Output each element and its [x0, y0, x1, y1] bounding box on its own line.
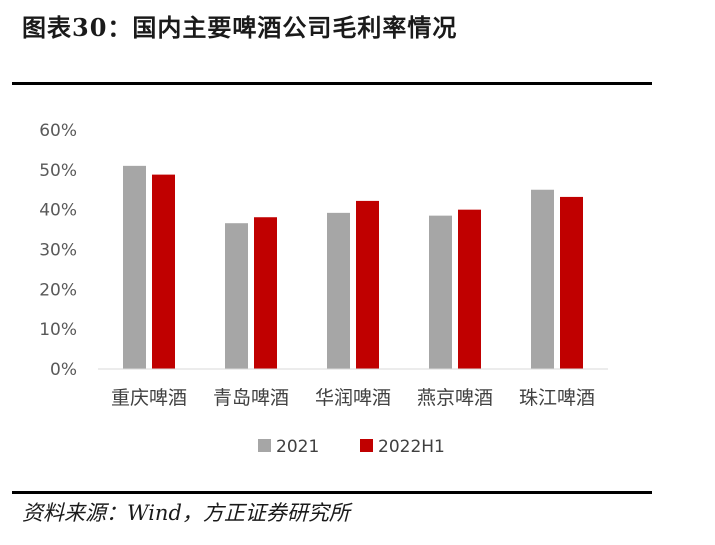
source-note: 资料来源：Wind，方正证券研究所	[22, 501, 350, 525]
y-tick-label: 20%	[39, 280, 77, 300]
x-tick-label: 华润啤酒	[315, 387, 391, 409]
bar-2022h1-5	[560, 196, 583, 369]
y-tick-label: 40%	[39, 201, 77, 221]
y-tick-label: 60%	[39, 121, 77, 141]
legend-swatch-2021	[258, 439, 271, 452]
x-tick-label: 珠江啤酒	[519, 387, 595, 409]
x-axis: 重庆啤酒 青岛啤酒 华润啤酒 燕京啤酒 珠江啤酒	[111, 387, 595, 409]
bar-chart: 0% 10% 20% 30% 40% 50% 60% 重庆啤酒 青岛啤酒 华润啤酒 燕京啤酒 珠江啤…	[39, 121, 608, 457]
bar-2021-1	[123, 165, 146, 369]
bars	[123, 165, 583, 369]
legend: 2021 2022H1	[258, 437, 445, 457]
x-tick-label: 重庆啤酒	[111, 387, 187, 409]
y-tick-label: 0%	[50, 360, 77, 380]
y-tick-label: 10%	[39, 320, 77, 340]
bar-2022h1-3	[356, 200, 379, 369]
y-axis: 0% 10% 20% 30% 40% 50% 60%	[39, 121, 77, 380]
legend-swatch-2022h1	[360, 439, 373, 452]
figure-title: 图表30：国内主要啤酒公司毛利率情况	[22, 13, 458, 42]
legend-label-2021: 2021	[276, 437, 319, 457]
bar-2022h1-2	[254, 217, 277, 369]
bar-2021-3	[327, 212, 350, 369]
top-rule	[12, 82, 652, 85]
legend-label-2022h1: 2022H1	[378, 437, 445, 457]
bottom-rule	[12, 491, 652, 494]
x-tick-label: 燕京啤酒	[417, 387, 493, 409]
bar-2021-2	[225, 223, 248, 369]
bar-2022h1-4	[458, 209, 481, 369]
bar-2021-4	[429, 215, 452, 369]
y-tick-label: 50%	[39, 161, 77, 181]
y-tick-label: 30%	[39, 241, 77, 261]
bar-2021-5	[531, 189, 554, 369]
bar-2022h1-1	[152, 174, 175, 369]
x-tick-label: 青岛啤酒	[213, 387, 289, 409]
